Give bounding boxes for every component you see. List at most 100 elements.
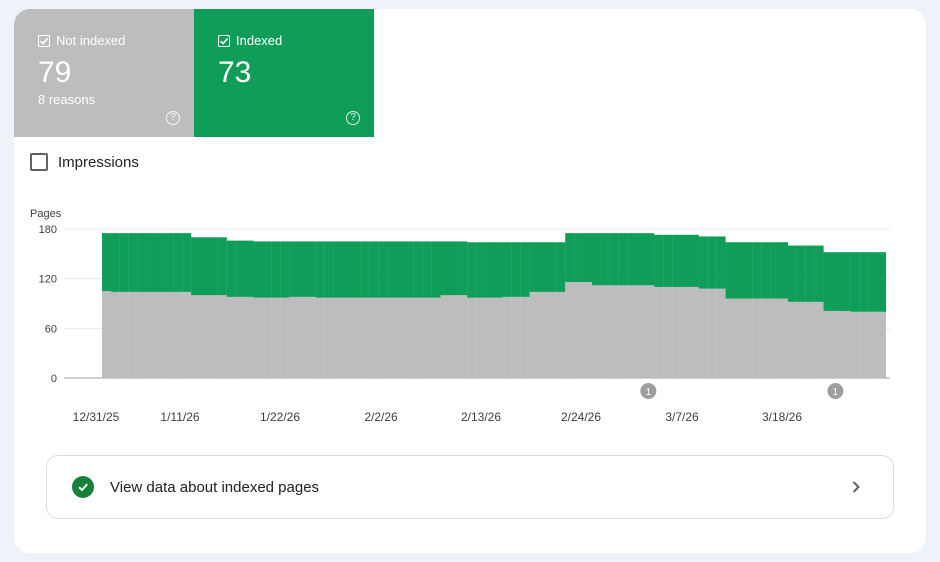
bar-segment — [173, 291, 183, 378]
bar-segment — [467, 242, 477, 298]
indexed-tile[interactable]: Indexed 73 ? — [194, 9, 374, 137]
bar-segment — [173, 233, 183, 292]
help-icon[interactable]: ? — [166, 111, 180, 125]
bar-segment — [235, 240, 245, 297]
bar-segment — [823, 310, 833, 378]
bar-segment — [493, 297, 503, 378]
y-tick-label: 120 — [39, 274, 57, 286]
bar-segment — [556, 291, 566, 378]
bar-segment — [333, 241, 343, 298]
bar-segment — [779, 298, 789, 378]
bar-segment — [547, 242, 557, 292]
bar-segment — [137, 233, 147, 292]
impressions-toggle[interactable]: Impressions — [30, 153, 139, 171]
bar-segment — [164, 233, 174, 292]
bar-segment — [297, 296, 307, 378]
bar-segment — [814, 301, 824, 378]
bar-segment — [146, 291, 156, 378]
bar-segment — [208, 237, 218, 296]
not-indexed-count: 79 — [38, 56, 72, 89]
view-indexed-pages-link[interactable]: View data about indexed pages — [46, 455, 894, 519]
bar-segment — [102, 233, 111, 292]
bar-segment — [369, 297, 379, 378]
bar-segment — [280, 241, 290, 298]
bar-segment — [841, 310, 851, 378]
bar-segment — [378, 297, 388, 378]
bar-segment — [191, 295, 201, 378]
bar-segment — [574, 233, 584, 282]
bar-segment — [395, 241, 405, 298]
annotation-marker — [640, 383, 657, 399]
bar-segment — [164, 291, 174, 378]
view-indexed-pages-label: View data about indexed pages — [110, 478, 320, 496]
bar-segment — [404, 241, 414, 298]
bar-segment — [859, 311, 869, 378]
bar-segment — [395, 297, 405, 378]
bar-segment — [600, 285, 610, 378]
x-tick-label: 2/24/26 — [561, 410, 601, 424]
bar-segment — [689, 286, 699, 378]
bar-segment — [734, 298, 744, 378]
annotation-label: 1 — [833, 387, 839, 398]
bar-segment — [654, 286, 664, 378]
bar-segment — [877, 311, 886, 378]
help-icon[interactable]: ? — [346, 111, 360, 125]
bar-segment — [458, 241, 468, 296]
bar-segment — [182, 233, 192, 292]
not-indexed-tile[interactable]: Not indexed 79 8 reasons ? — [14, 9, 194, 137]
bar-segment — [226, 240, 236, 297]
bar-segment — [698, 288, 708, 378]
bar-segment — [182, 291, 192, 378]
bar-segment — [449, 241, 459, 296]
bar-segment — [191, 237, 201, 296]
bar-segment — [796, 245, 806, 302]
bar-segment — [787, 301, 797, 378]
bar-segment — [707, 236, 717, 289]
checkbox-checked-icon[interactable] — [38, 34, 50, 47]
bar-segment — [271, 241, 281, 298]
bar-segment — [511, 296, 521, 378]
bar-segment — [565, 281, 575, 378]
bar-segment — [128, 291, 138, 378]
bar-segment — [814, 245, 824, 302]
annotation-marker — [827, 383, 844, 399]
bar-segment — [476, 242, 486, 298]
bar-segment — [627, 285, 637, 378]
bar-segment — [342, 297, 352, 378]
bar-segment — [556, 242, 566, 292]
bar-segment — [600, 233, 610, 286]
bar-segment — [369, 241, 379, 298]
checkbox-unchecked-icon[interactable] — [30, 153, 48, 171]
bar-segment — [520, 296, 530, 378]
bar-segment — [297, 241, 307, 297]
bar-segment — [734, 242, 744, 299]
bar-segment — [360, 297, 370, 378]
bar-segment — [413, 241, 423, 298]
bar-segment — [351, 241, 361, 298]
bar-segment — [413, 297, 423, 378]
bar-segment — [333, 297, 343, 378]
bar-segment — [387, 241, 397, 298]
bar-segment — [868, 311, 878, 378]
bar-segment — [493, 242, 503, 298]
bar-segment — [779, 242, 789, 299]
chevron-right-icon — [849, 480, 863, 494]
bar-segment — [235, 296, 245, 378]
bar-segment — [155, 291, 165, 378]
bar-segment — [315, 297, 325, 378]
bar-segment — [752, 298, 762, 378]
bar-segment — [609, 285, 619, 378]
bar-segment — [431, 297, 441, 378]
bar-segment — [645, 285, 655, 378]
bar-segment — [342, 241, 352, 298]
bar-segment — [280, 297, 290, 378]
bar-segment — [583, 233, 593, 282]
bar-segment — [110, 291, 120, 378]
y-tick-label: 60 — [45, 323, 57, 335]
bar-segment — [262, 297, 272, 378]
x-tick-label: 3/18/26 — [762, 410, 802, 424]
bar-segment — [217, 295, 227, 378]
bar-segment — [253, 241, 263, 298]
bar-segment — [663, 234, 673, 287]
checkbox-checked-icon[interactable] — [218, 34, 230, 47]
